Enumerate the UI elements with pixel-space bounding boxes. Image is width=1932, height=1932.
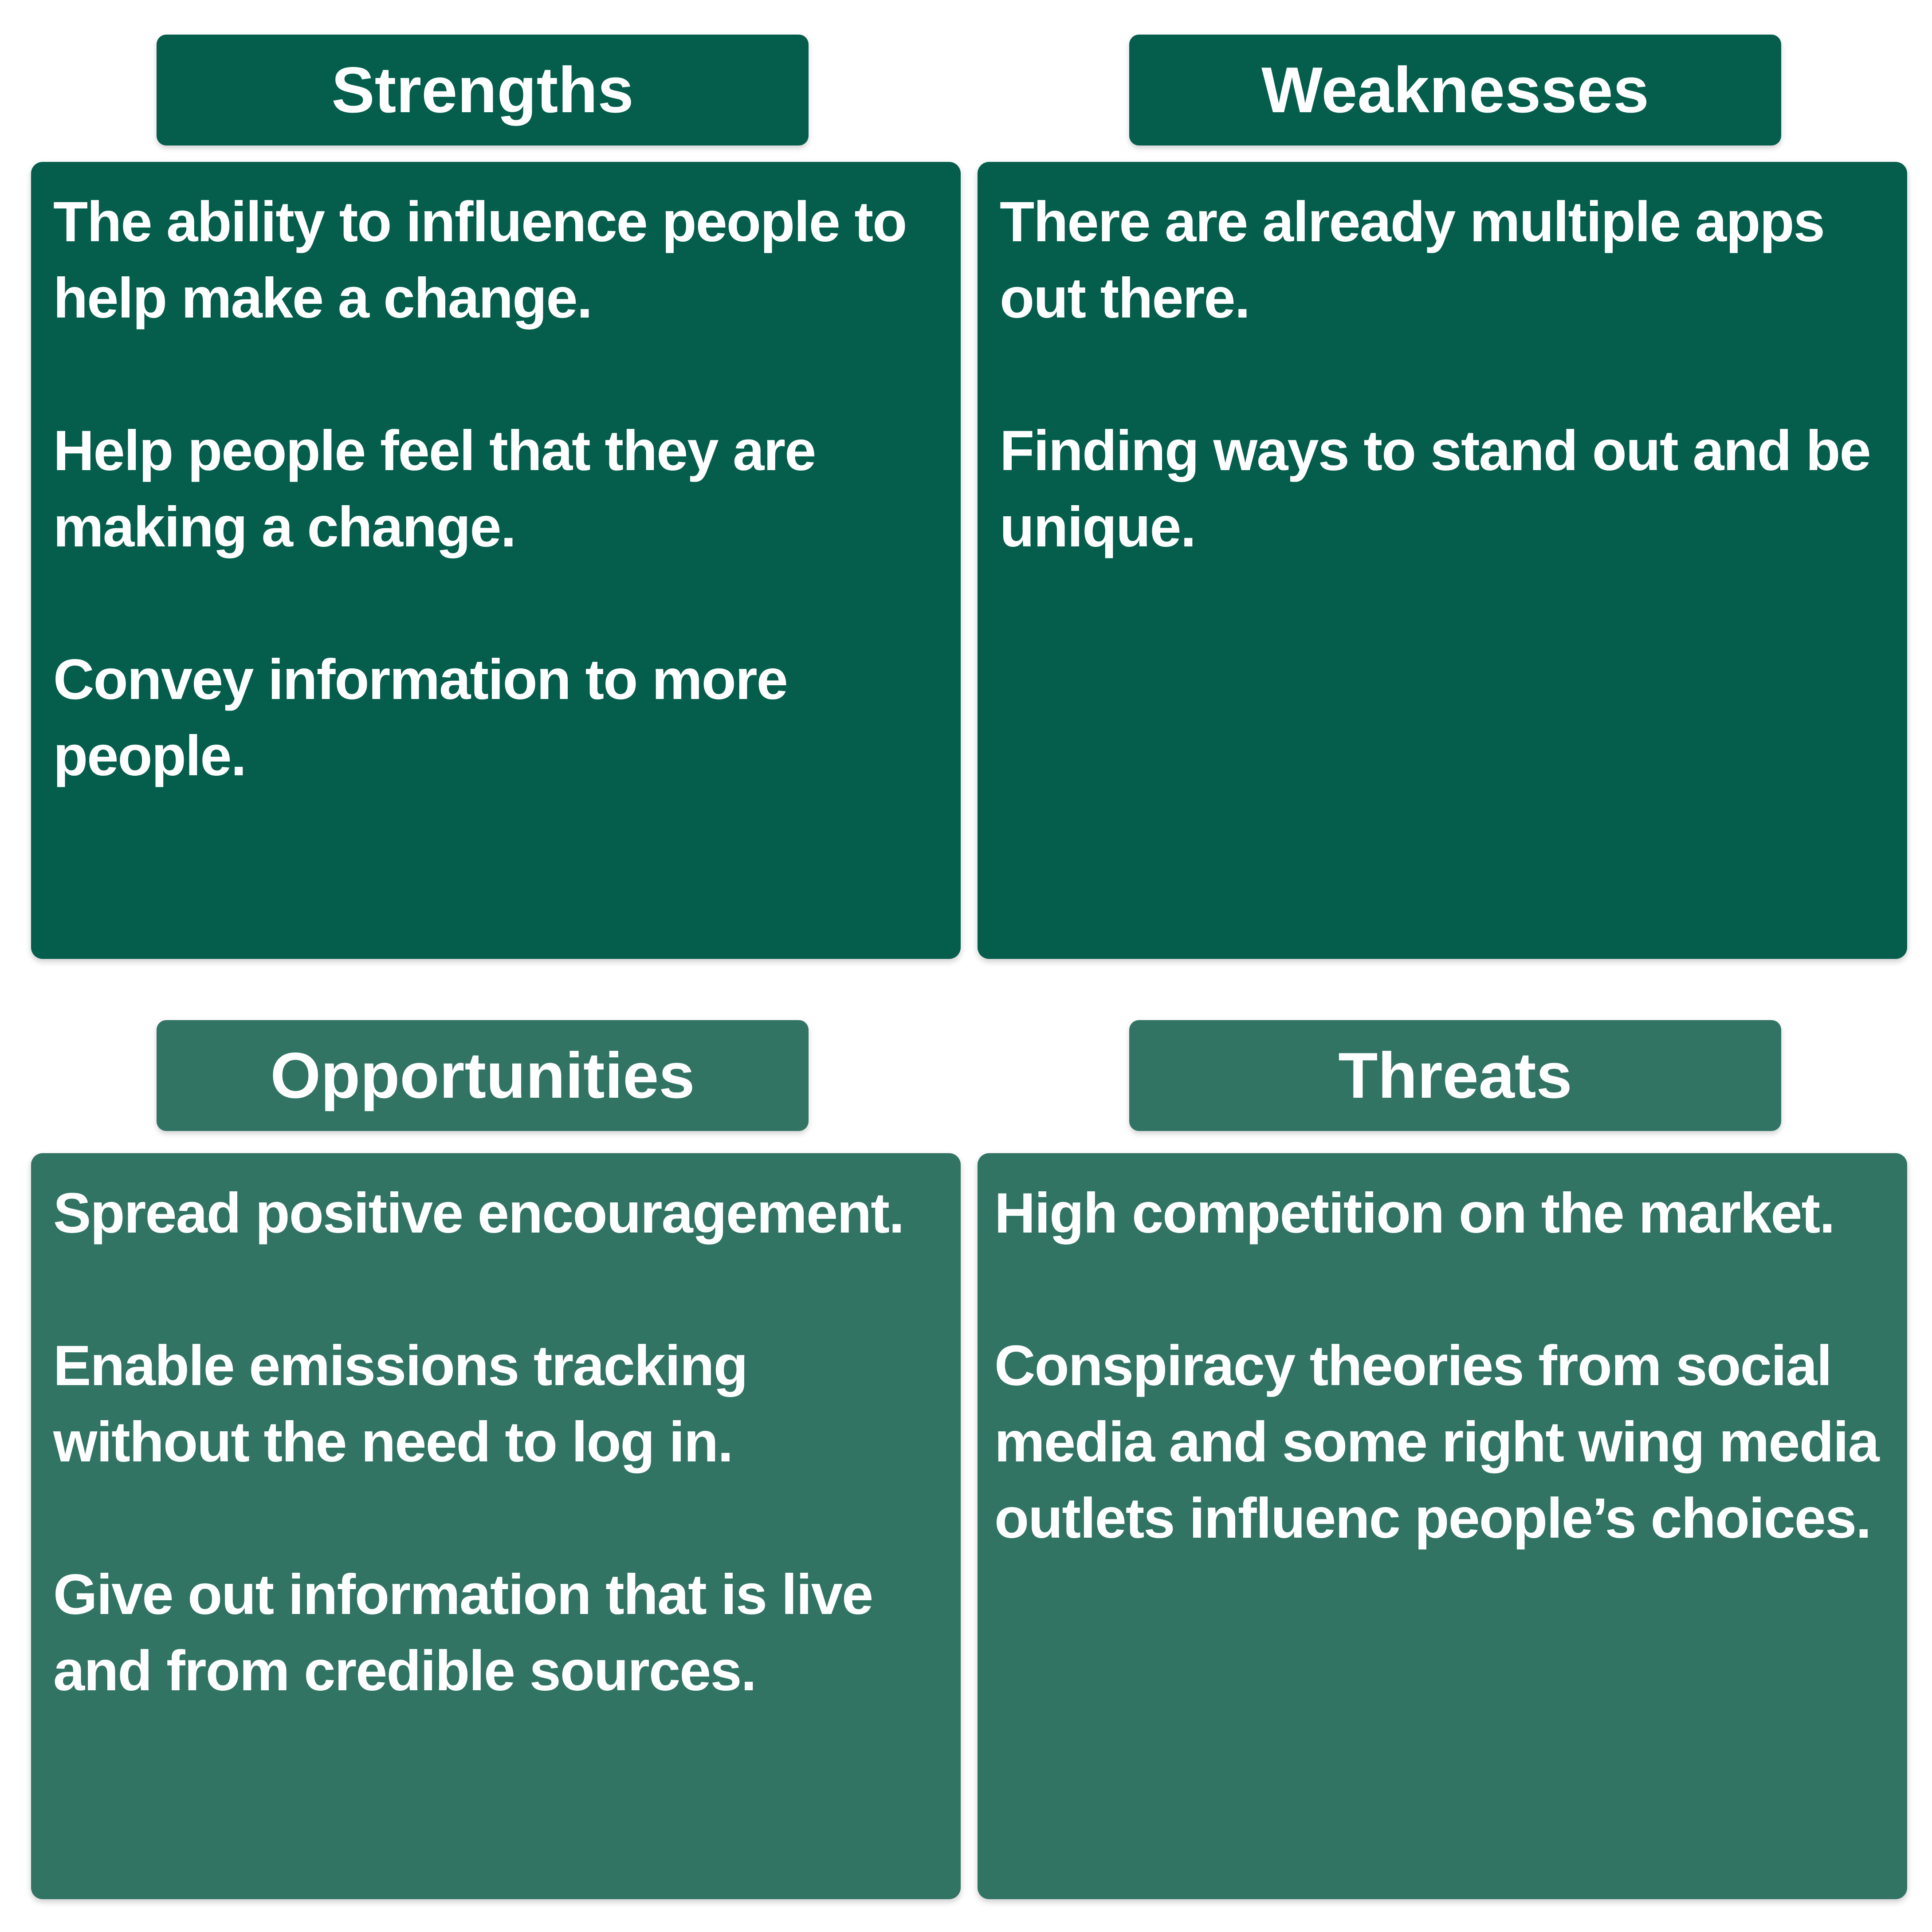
threats-header: Threats <box>1129 1020 1781 1131</box>
strengths-title: Strengths <box>331 54 634 126</box>
weaknesses-item: Finding ways to stand out and be unique. <box>1000 419 1871 559</box>
threats-item: High competition on the market. <box>994 1182 1835 1245</box>
opportunities-item: Enable emissions tracking without the ne… <box>53 1334 748 1474</box>
threats-title: Threats <box>1338 1039 1572 1111</box>
opportunities-header: Opportunities <box>157 1020 809 1131</box>
weaknesses-item: There are already multiple apps out ther… <box>1000 190 1825 330</box>
opportunities-title: Opportunities <box>270 1039 695 1111</box>
threats-panel: High competition on the market. Conspira… <box>978 1153 1907 1899</box>
strengths-header: Strengths <box>157 35 809 145</box>
weaknesses-header: Weaknesses <box>1129 35 1781 145</box>
opportunities-item: Give out information that is live and fr… <box>53 1563 873 1703</box>
strengths-item: The ability to influence people to help … <box>53 190 907 330</box>
opportunities-item: Spread positive encouragement. <box>53 1182 904 1245</box>
strengths-item: Convey information to more people. <box>53 648 788 788</box>
opportunities-panel: Spread positive encouragement. Enable em… <box>31 1153 961 1899</box>
weaknesses-title: Weaknesses <box>1261 54 1649 126</box>
strengths-panel: The ability to influence people to help … <box>31 162 961 959</box>
weaknesses-panel: There are already multiple apps out ther… <box>978 162 1907 959</box>
threats-item: Conspiracy theories from social media an… <box>994 1334 1880 1550</box>
strengths-item: Help people feel that they are making a … <box>53 419 816 559</box>
